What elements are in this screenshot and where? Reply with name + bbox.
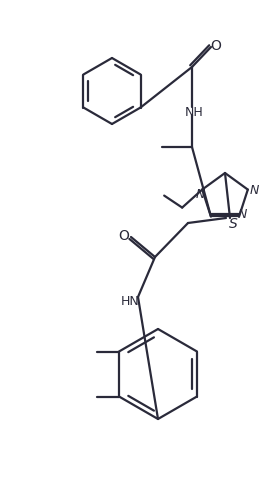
- Text: N: N: [250, 183, 259, 197]
- Text: N: N: [237, 207, 247, 221]
- Text: O: O: [211, 39, 221, 53]
- Text: N: N: [195, 188, 205, 201]
- Text: S: S: [229, 217, 237, 230]
- Text: O: O: [119, 228, 129, 243]
- Text: NH: NH: [185, 106, 203, 119]
- Text: HN: HN: [121, 295, 139, 308]
